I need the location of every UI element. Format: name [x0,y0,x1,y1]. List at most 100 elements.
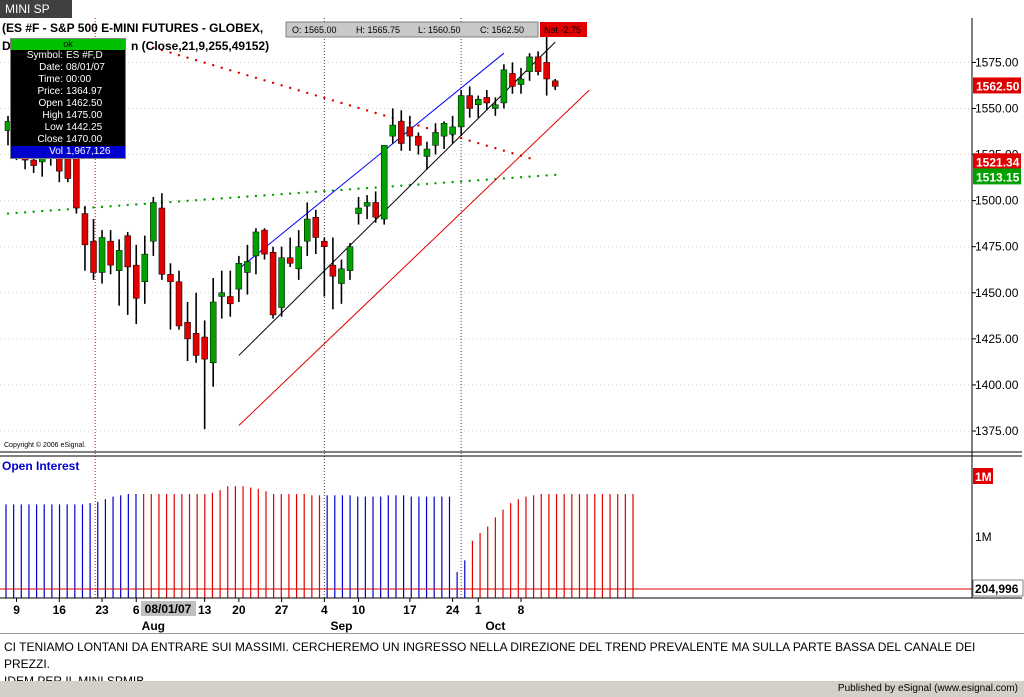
candle-body [329,264,337,277]
sar-dot-lower [126,203,129,207]
x-tick-label: 24 [446,603,460,617]
sar-dot-lower [186,199,189,203]
sar-dot-lower [32,210,35,213]
sar-dot-upper [485,144,488,147]
candle-body [321,240,328,247]
net-change: Net -2.75 [544,25,581,35]
footer: Published by eSignal (www.esignal.com) [0,681,1024,697]
info-row: Symbol: ES #F,D [26,50,103,61]
sar-dot-lower [331,189,335,192]
y-tick-label: 1550.00 [975,101,1019,115]
sar-dot-lower [6,212,10,215]
candle-body [363,202,371,207]
x-tick-label: 27 [275,603,289,617]
sar-dot-lower [485,178,488,181]
info-status[interactable]: ok [11,39,125,50]
y-tick-label: 1450.00 [975,286,1019,300]
oi-last-tag [972,579,1024,597]
candle-body [192,333,200,356]
sar-dot-lower [554,173,557,177]
candle-body [30,159,37,166]
price-pane [0,18,972,598]
y-tick-label: 1400.00 [975,378,1019,392]
candle-body [543,62,550,80]
sar-dot-lower [314,190,317,193]
oi-tag [973,468,993,484]
sar-dot-lower [348,188,352,191]
sar-dot-upper [194,59,198,62]
info-row-volume: Vol 1,967,126 [11,146,125,158]
sar-dot-lower [528,175,531,178]
chart-title: (ES #F - S&P 500 E-MINI FUTURES - GLOBEX… [2,21,263,35]
x-tick-label: 6 [133,603,140,617]
sar-dot-upper [263,79,266,82]
sar-dot-upper [288,86,292,90]
candle-body [492,104,499,109]
candle-body [304,218,311,242]
month-label: Oct [485,619,505,633]
sar-dot-lower [15,211,18,215]
window-titlebar: MINI SP [0,0,1024,18]
sar-dot-upper [280,84,283,87]
window-tab[interactable]: MINI SP [0,0,72,18]
info-row: Date: 08/01/07 [39,62,105,73]
x-tick-label: 16 [53,603,67,617]
chart-canvas: 1375.00 1400.00 1425.00 1450.00 1475.00 1500.… [0,18,1024,633]
chart-header: (ES #F - S&P 500 E-MINI FUTURES - GLOBEX… [2,21,587,473]
sar-dot-lower [425,182,429,186]
candle-body [295,246,302,270]
sar-dot-upper [468,139,471,142]
sar-dot-upper [297,89,300,92]
sar-dot-lower [203,198,206,201]
candle-body [175,281,183,327]
sar-dot-lower [434,182,437,185]
sar-dot-lower [271,193,275,196]
sar-dot-upper [502,149,506,152]
sar-dot-upper [306,91,309,95]
sar-dot-upper [220,66,223,69]
date-badge [141,601,196,616]
candle-body [244,261,251,273]
sar-dot-lower [477,179,480,182]
sar-dot-lower [357,187,360,190]
candle-body [133,264,140,299]
sar-dot-upper [494,146,497,150]
sar-dot-upper [229,69,232,72]
sar-dot-lower [229,196,232,200]
info-row: Time: 00:00 [38,74,92,85]
info-row: Low 1442.25 [44,122,103,133]
sar-dot-upper [357,106,360,110]
sar-dot-lower [254,194,258,198]
sar-dot-lower [280,192,283,196]
sar-dot-lower [365,186,369,190]
y-tick-label: 1475.00 [975,240,1019,254]
candle-body [252,231,260,257]
sar-dot-lower [100,205,104,209]
price-tag [973,168,1021,185]
sar-dot-lower [297,191,300,195]
candle-body [440,122,448,137]
channel-line [238,89,590,426]
sar-dot-lower [468,179,471,183]
x-tick-label: 1 [475,603,482,617]
sar-dot-upper [323,96,326,100]
cursor-info-box: ok Symbol: ES #F,D Date: 08/01/07 Time: 00:… [10,38,126,159]
x-tick-label: 9 [13,603,20,617]
sar-dot-lower [417,183,420,186]
candle-body [500,69,508,104]
sar-dot-lower [400,184,403,187]
sar-dot-upper [169,51,172,54]
candle-body [415,135,422,146]
sar-dot-lower [92,206,95,209]
candle-body [124,235,131,268]
candle-body [81,213,89,246]
comment-box[interactable]: CI TENIAMO LONTANI DA ENTRARE SUI MASSIM… [0,633,1024,688]
candle-body [449,126,456,135]
candle-body [406,126,414,137]
open-interest-pane [0,486,972,598]
sar-dot-upper [477,141,480,145]
price-tag [973,153,1021,170]
copyright: Copyright © 2006 eSignal. [4,441,86,449]
sar-dot-lower [212,197,215,201]
y-tick-label: 1500.00 [975,194,1019,208]
